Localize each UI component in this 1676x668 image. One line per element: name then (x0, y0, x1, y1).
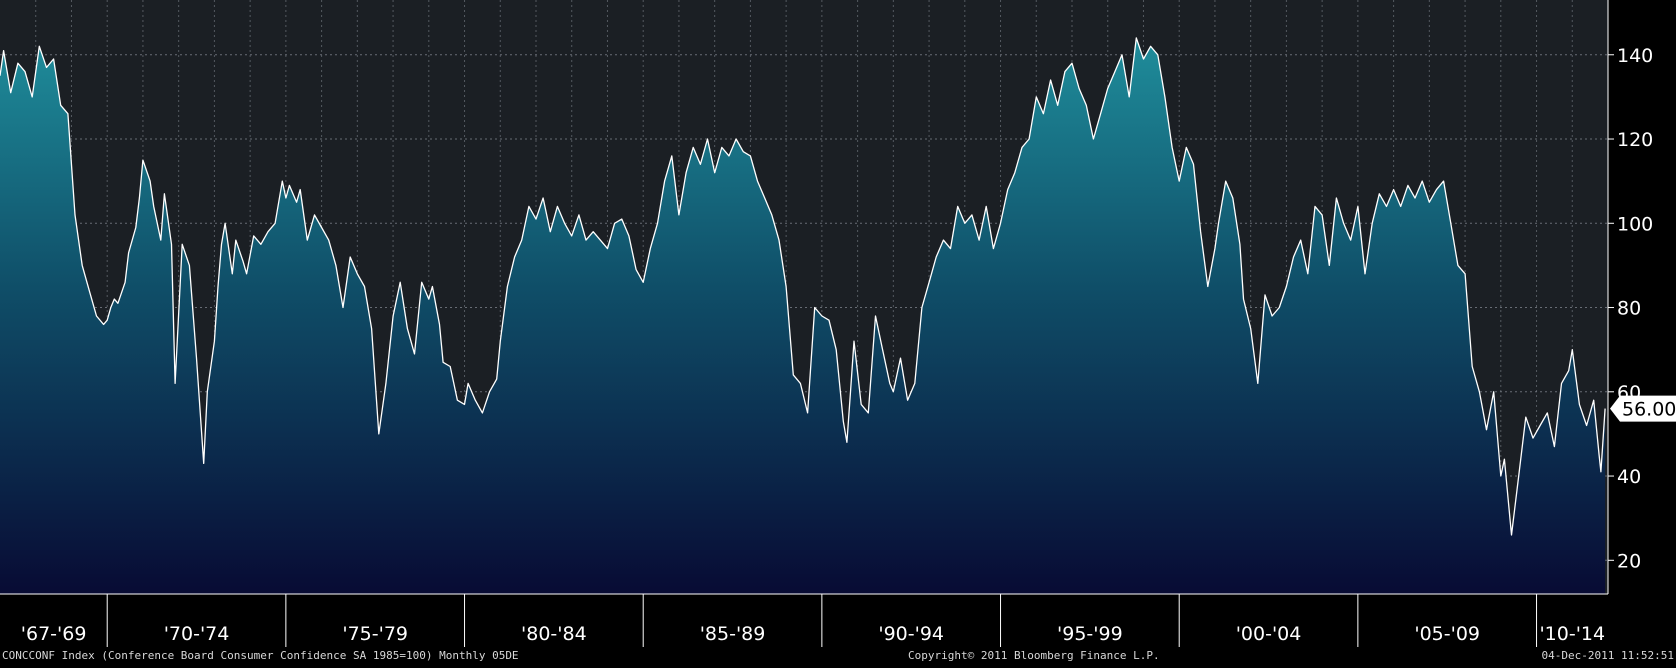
x-tick-label: '10-'14 (1539, 623, 1605, 645)
series-area-fill (0, 37, 1606, 594)
x-tick-label: '80-'84 (521, 623, 587, 645)
copyright-notice: Copyright© 2011 Bloomberg Finance L.P. (908, 649, 1160, 662)
y-tick-label: 120 (1617, 129, 1653, 151)
y-tick-label: 140 (1617, 45, 1653, 67)
x-tick-label: '85-'89 (700, 623, 766, 645)
last-value-tag: 56.00 (1610, 395, 1676, 422)
last-value-marker (1610, 395, 1676, 422)
x-tick-label: '00-'04 (1236, 623, 1302, 645)
y-tick-label: 80 (1617, 298, 1641, 320)
x-tick-label: '75-'79 (342, 623, 408, 645)
y-tick-label: 100 (1617, 213, 1653, 235)
y-tick-label: 20 (1617, 550, 1641, 572)
y-tick-label: 40 (1617, 466, 1641, 488)
x-tick-label: '05-'09 (1414, 623, 1480, 645)
x-tick-label: '70-'74 (164, 623, 230, 645)
axes: 20406080100120140'67-'69'70-'74'75-'79'8… (0, 0, 1653, 647)
series-line (0, 37, 1606, 536)
timestamp: 04-Dec-2011 11:52:51 (1541, 649, 1674, 662)
index-description: CONCCONF Index (Conference Board Consume… (2, 649, 519, 662)
last-value-label: 56.00 (1622, 399, 1676, 421)
x-tick-label: '67-'69 (21, 623, 87, 645)
x-tick-label: '95-'99 (1057, 623, 1123, 645)
x-tick-label: '90-'94 (878, 623, 944, 645)
